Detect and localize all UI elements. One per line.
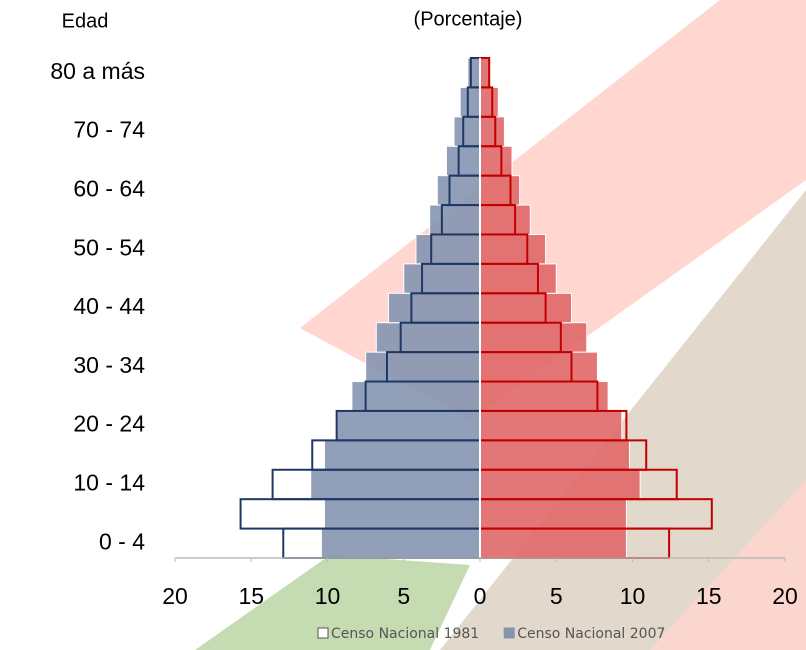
bar	[479, 263, 557, 294]
bar	[479, 292, 572, 324]
bar	[388, 292, 481, 324]
bar	[479, 351, 598, 383]
x-tick-label: 0	[474, 583, 487, 609]
decor	[195, 555, 470, 650]
y-tick-label: 0 - 4	[99, 528, 145, 554]
bar	[365, 351, 481, 383]
x-tick-label: 5	[550, 583, 563, 609]
bar	[459, 86, 481, 118]
bar	[429, 204, 481, 235]
legend-label: Censo Nacional 1981	[331, 626, 479, 642]
x-tick-label: 10	[620, 583, 646, 609]
y-tick-label: 60 - 64	[73, 175, 145, 201]
legend-label: Censo Nacional 2007	[517, 626, 665, 642]
bar	[453, 116, 481, 147]
bar	[320, 528, 481, 559]
bar	[403, 263, 481, 294]
bar	[479, 410, 623, 441]
y-tick-label: 70 - 74	[73, 117, 145, 143]
bar	[479, 116, 505, 147]
bar	[479, 381, 609, 412]
bar	[310, 469, 481, 500]
subtitle: (Porcentaje)	[414, 8, 523, 30]
x-tick-label: 20	[162, 583, 188, 609]
x-tick-label: 5	[397, 583, 410, 609]
bar	[415, 233, 481, 265]
bar	[479, 439, 630, 471]
bar	[479, 175, 521, 206]
x-tick-label: 15	[238, 583, 264, 609]
bar	[479, 528, 627, 559]
bar	[445, 145, 481, 177]
bar	[479, 233, 547, 265]
y-tick-label: 10 - 14	[73, 470, 145, 496]
bar	[323, 498, 481, 530]
y-tick-label: 80 a más	[50, 58, 145, 84]
x-tick-label: 10	[315, 583, 341, 609]
bar	[479, 145, 513, 177]
bar	[479, 86, 499, 118]
y-tick-label: 50 - 54	[73, 234, 145, 260]
bar	[323, 439, 481, 471]
legend-swatch	[503, 627, 515, 639]
decor	[650, 480, 806, 650]
bar	[479, 322, 588, 353]
x-tick-label: 20	[772, 583, 798, 609]
bar	[336, 410, 481, 441]
y-tick-label: 20 - 24	[73, 411, 145, 437]
bar	[351, 381, 481, 412]
y-tick-label: 40 - 44	[73, 293, 145, 319]
y-tick-label: 30 - 34	[73, 352, 145, 378]
legend-swatch	[317, 627, 329, 639]
bar	[479, 469, 641, 500]
bar	[479, 498, 627, 530]
x-tick-label: 15	[696, 583, 722, 609]
y-axis-label: Edad	[62, 10, 109, 32]
bar	[479, 204, 531, 235]
bar	[467, 57, 481, 88]
bar	[375, 322, 481, 353]
bar	[436, 175, 481, 206]
